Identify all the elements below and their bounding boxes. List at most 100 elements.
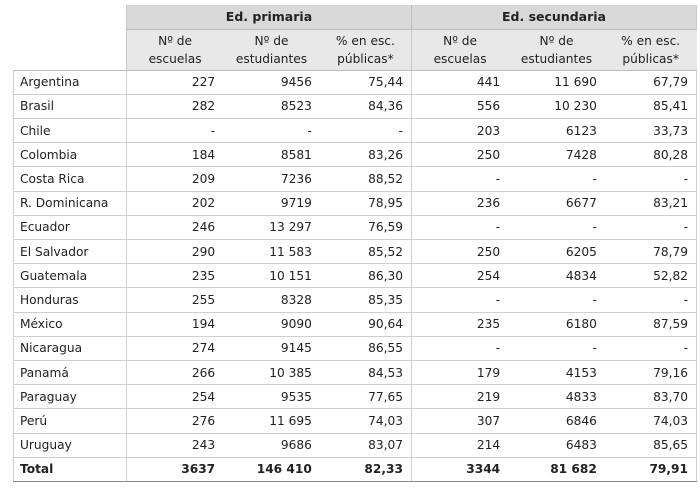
- table-cell: 11 690: [508, 70, 605, 95]
- table-cell: 75,44: [319, 70, 412, 95]
- table-cell: -: [604, 166, 697, 192]
- table-cell: -: [604, 215, 697, 241]
- subheader-row: Nº de escuelas Nº de estudiantes % en es…: [13, 29, 697, 71]
- row-label: Argentina: [13, 70, 127, 95]
- table-row: Uruguay 243 9686 83,07 214 6483 85,65: [13, 433, 697, 458]
- group-header-secondary: Ed. secundaria: [410, 5, 698, 30]
- table-cell: 194: [125, 312, 224, 337]
- table-cell: 209: [125, 166, 224, 192]
- table-cell: 11 695: [223, 408, 320, 434]
- table-cell: -: [223, 118, 320, 144]
- row-label: Guatemala: [13, 263, 127, 289]
- corner-cell-2: [13, 29, 127, 71]
- table-cell: 146 410: [223, 456, 320, 482]
- table-cell: 83,26: [319, 142, 412, 168]
- table-row: Guatemala 235 10 151 86,30 254 4834 52,82: [13, 263, 697, 289]
- subheader-primary-schools: Nº de escuelas: [125, 29, 224, 71]
- row-label: El Salvador: [13, 239, 127, 265]
- row-label: Uruguay: [13, 433, 127, 458]
- table-cell: -: [410, 336, 509, 361]
- table-cell: 184: [125, 142, 224, 168]
- table-body: Argentina 227 9456 75,44 441 11 690 67,79 Brasi…: [13, 70, 697, 482]
- table-cell: 235: [410, 312, 509, 337]
- corner-cell: [13, 5, 127, 30]
- table-cell: 266: [125, 360, 224, 386]
- table-cell: 80,28: [604, 142, 697, 168]
- table-cell: 33,73: [604, 118, 697, 144]
- table-cell: 78,79: [604, 239, 697, 265]
- table-cell: 8523: [223, 94, 320, 120]
- table-cell: 227: [125, 70, 224, 95]
- table-cell: 83,21: [604, 191, 697, 216]
- table-cell: 67,79: [604, 70, 697, 95]
- table-cell: 4833: [508, 384, 605, 410]
- table-cell: 255: [125, 287, 224, 313]
- table-cell: 78,95: [319, 191, 412, 216]
- table-cell: 9535: [223, 384, 320, 410]
- table-cell: -: [319, 118, 412, 144]
- table-cell: 202: [125, 191, 224, 216]
- table-cell: 86,55: [319, 336, 412, 361]
- table-cell: 77,65: [319, 384, 412, 410]
- table-cell: 84,53: [319, 360, 412, 386]
- table-cell: 79,16: [604, 360, 697, 386]
- data-table-container: Ed. primaria Ed. secundaria Nº de escuel…: [13, 5, 698, 482]
- table-cell: 6123: [508, 118, 605, 144]
- table-cell: 85,65: [604, 433, 697, 458]
- table-row: R. Dominicana 202 9719 78,95 236 6677 83,21: [13, 191, 697, 216]
- row-label: Total: [13, 456, 127, 482]
- table-cell: 74,03: [604, 408, 697, 434]
- table-cell: 235: [125, 263, 224, 289]
- table-cell: 6180: [508, 312, 605, 337]
- table-cell: 307: [410, 408, 509, 434]
- table-row: Chile - - -203 6123 33,73: [13, 118, 697, 144]
- table-row: Perú 276 11 695 74,03 307 6846 74,03: [13, 408, 697, 434]
- row-label: R. Dominicana: [13, 191, 127, 216]
- table-cell: 9090: [223, 312, 320, 337]
- table-cell: -: [125, 118, 224, 144]
- table-row: Ecuador 246 13 297 76,59- - -: [13, 215, 697, 241]
- table-cell: 3637: [125, 456, 224, 482]
- table-cell: -: [604, 287, 697, 313]
- total-row: Total 3637 146 410 82,33 3344 81 682 79,91: [13, 456, 697, 482]
- table-cell: 254: [125, 384, 224, 410]
- table-cell: 84,36: [319, 94, 412, 120]
- table-cell: 79,91: [604, 456, 697, 482]
- table-cell: 83,70: [604, 384, 697, 410]
- table-cell: 90,64: [319, 312, 412, 337]
- table-cell: 13 297: [223, 215, 320, 241]
- table-cell: 236: [410, 191, 509, 216]
- table-cell: 290: [125, 239, 224, 265]
- table-cell: 4834: [508, 263, 605, 289]
- table-cell: 10 230: [508, 94, 605, 120]
- table-cell: 87,59: [604, 312, 697, 337]
- table-cell: 83,07: [319, 433, 412, 458]
- table-cell: 10 385: [223, 360, 320, 386]
- table-cell: 74,03: [319, 408, 412, 434]
- table-cell: 250: [410, 239, 509, 265]
- table-cell: 6677: [508, 191, 605, 216]
- table-cell: 441: [410, 70, 509, 95]
- subheader-secondary-students: Nº de estudiantes: [508, 29, 605, 71]
- table-cell: 10 151: [223, 263, 320, 289]
- table-row: Costa Rica 209 7236 88,52- - -: [13, 166, 697, 192]
- table-cell: 86,30: [319, 263, 412, 289]
- table-cell: 219: [410, 384, 509, 410]
- table-row: Paraguay 254 9535 77,65 219 4833 83,70: [13, 384, 697, 410]
- table-row: El Salvador 290 11 583 85,52 250 6205 78,79: [13, 239, 697, 265]
- row-label: Chile: [13, 118, 127, 144]
- row-label: México: [13, 312, 127, 337]
- table-cell: 85,35: [319, 287, 412, 313]
- table-cell: 88,52: [319, 166, 412, 192]
- table-cell: 282: [125, 94, 224, 120]
- table-cell: 76,59: [319, 215, 412, 241]
- row-label: Perú: [13, 408, 127, 434]
- table-cell: -: [410, 287, 509, 313]
- row-label: Honduras: [13, 287, 127, 313]
- group-header-primary: Ed. primaria: [125, 5, 412, 30]
- group-header-row: Ed. primaria Ed. secundaria: [13, 5, 698, 30]
- table-cell: 8328: [223, 287, 320, 313]
- table-cell: 8581: [223, 142, 320, 168]
- table-cell: -: [604, 336, 697, 361]
- row-label: Panamá: [13, 360, 127, 386]
